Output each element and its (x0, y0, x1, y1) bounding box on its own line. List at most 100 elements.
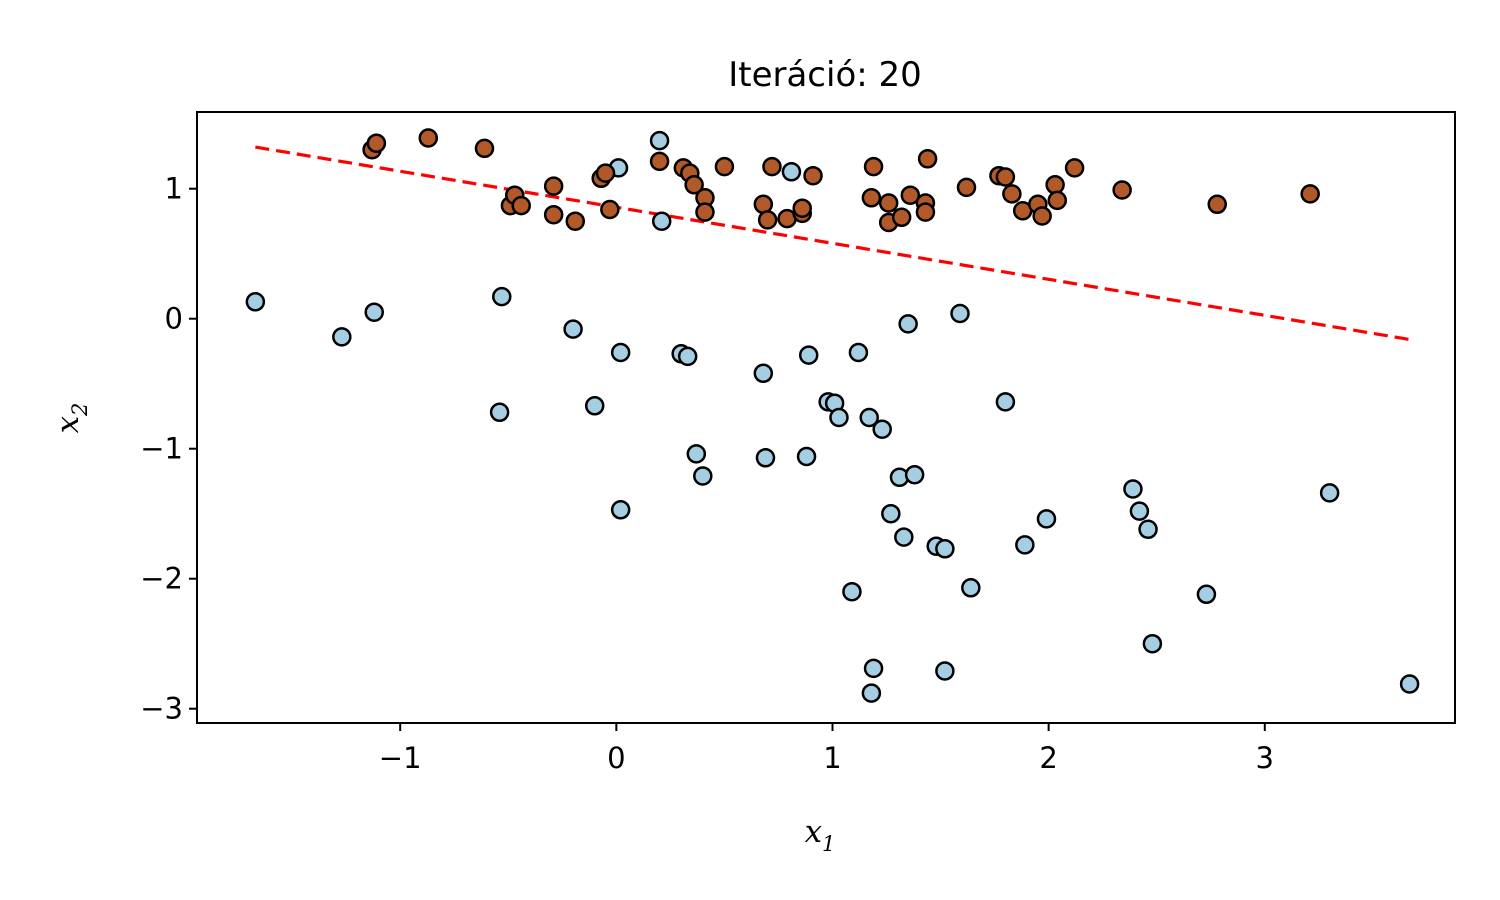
data-point-class-0 (894, 527, 914, 547)
data-point-class-1 (1047, 190, 1068, 211)
decision-boundary-layer (255, 145, 1410, 342)
data-point-class-0 (364, 302, 384, 322)
data-point-class-1 (1300, 184, 1320, 204)
data-point-class-1 (762, 156, 782, 177)
x-tick-label: 3 (1256, 741, 1274, 775)
data-point-class-0 (798, 345, 819, 365)
data-point-class-1 (649, 151, 670, 172)
data-point-class-0 (1015, 535, 1035, 555)
axis-ticks-layer: −1 0 1 2 3 1 0 −1 −2 −3 (140, 172, 1274, 775)
y-axis-label-subscript: 2 (68, 403, 92, 417)
data-point-class-0 (489, 402, 510, 423)
y-tick-label: −3 (140, 692, 183, 726)
data-point-class-0 (1319, 483, 1340, 503)
data-point-class-0 (859, 407, 879, 428)
data-point-class-0 (245, 292, 266, 312)
data-point-class-1 (1064, 158, 1085, 178)
data-point-class-1 (418, 128, 439, 148)
data-point-class-1 (511, 195, 531, 216)
plot-frame (196, 111, 1456, 724)
data-point-class-0 (492, 286, 512, 307)
data-point-class-1 (891, 207, 912, 228)
data-point-class-1 (595, 163, 616, 183)
data-point-class-0 (563, 319, 583, 339)
data-point-class-1 (684, 175, 704, 195)
data-point-class-0 (995, 392, 1016, 412)
data-point-class-0 (961, 578, 981, 598)
data-point-class-0 (1399, 674, 1420, 694)
x-tick-label: −1 (379, 741, 422, 775)
y-tick-label: 1 (165, 172, 183, 206)
data-point-class-0 (796, 446, 817, 467)
data-point-class-1 (1002, 184, 1022, 204)
data-point-class-1 (1045, 175, 1065, 195)
data-point-class-0 (1036, 509, 1057, 529)
data-point-class-0 (610, 342, 631, 363)
data-point-class-0 (686, 444, 707, 464)
chart-title: Iteráció: 20 (728, 55, 922, 95)
y-tick-label: −2 (140, 562, 183, 596)
data-point-class-0 (861, 683, 882, 703)
y-tick-label: 0 (165, 302, 183, 336)
x-tick-label: 2 (1039, 741, 1057, 775)
y-axis-label: x2 (50, 403, 92, 434)
data-point-class-0 (1196, 584, 1217, 605)
data-point-class-0 (898, 314, 918, 334)
data-point-class-1 (995, 167, 1016, 187)
data-point-class-0 (753, 363, 774, 384)
data-point-class-0 (950, 303, 970, 324)
data-point-class-0 (651, 211, 672, 231)
data-point-class-1 (956, 177, 977, 198)
x-axis-label: x1 (805, 814, 836, 856)
data-point-class-1 (366, 133, 387, 153)
data-point-class-0 (904, 464, 925, 485)
data-point-class-1 (878, 193, 899, 213)
data-point-class-1 (474, 138, 495, 159)
data-point-class-1 (753, 194, 774, 215)
decision-boundary-line (255, 145, 1410, 342)
x-tick-label: 1 (823, 741, 841, 775)
data-point-class-0 (693, 466, 713, 486)
data-point-class-1 (915, 202, 936, 222)
data-point-class-1 (1207, 194, 1227, 215)
data-point-class-1 (1112, 180, 1132, 200)
data-point-class-1 (695, 202, 715, 222)
data-point-class-1 (1032, 206, 1052, 226)
data-point-class-0 (881, 503, 901, 524)
data-point-class-1 (792, 198, 812, 218)
data-point-class-0 (863, 658, 884, 679)
y-tick-label: −1 (140, 432, 183, 466)
data-point-class-1 (714, 156, 735, 177)
data-point-class-0 (755, 448, 776, 468)
data-point-class-0 (842, 581, 862, 602)
data-point-class-1 (861, 188, 882, 208)
x-tick-label: 0 (607, 741, 625, 775)
data-point-class-1 (565, 211, 586, 231)
data-point-class-0 (781, 162, 802, 182)
data-point-class-0 (584, 396, 605, 416)
data-point-class-1 (757, 210, 778, 230)
data-point-class-0 (1138, 519, 1158, 540)
data-point-class-1 (900, 185, 921, 205)
data-point-class-1 (917, 149, 938, 169)
data-point-class-0 (677, 346, 698, 367)
data-points-layer (245, 128, 1420, 703)
data-point-class-0 (848, 342, 869, 363)
data-point-class-1 (863, 156, 884, 177)
data-point-class-0 (1129, 501, 1150, 521)
data-point-class-0 (935, 661, 955, 681)
data-point-class-0 (610, 500, 631, 520)
data-point-class-0 (935, 539, 955, 559)
data-point-class-0 (872, 419, 892, 439)
x-axis-label-main: x (805, 814, 823, 850)
data-point-class-1 (803, 165, 823, 186)
data-point-class-1 (543, 204, 564, 225)
y-axis-label-main: x (50, 415, 86, 433)
data-point-class-1 (600, 199, 620, 220)
data-point-class-0 (1142, 633, 1163, 654)
data-point-class-1 (543, 176, 564, 196)
data-point-class-0 (829, 407, 849, 428)
data-point-class-0 (649, 130, 670, 151)
